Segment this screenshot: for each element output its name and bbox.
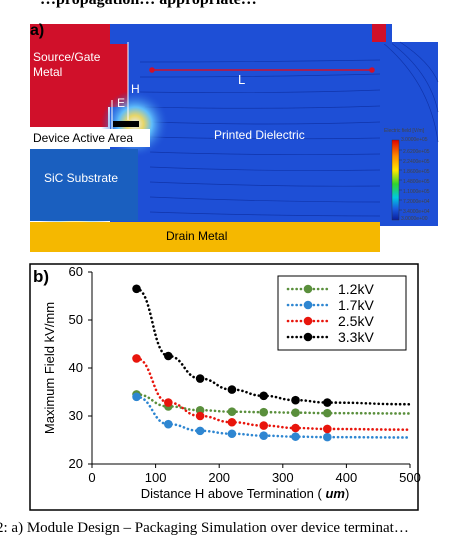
dim-h-arrow (111, 42, 129, 140)
field-lines (139, 59, 381, 217)
device-active-area-label: Device Active Area (33, 131, 134, 145)
legend-swatch-marker (303, 300, 313, 310)
colorbar (391, 139, 400, 221)
drain-metal-region (30, 222, 380, 252)
data-point (195, 374, 205, 383)
legend-box (277, 275, 407, 351)
colorbar-ticks (399, 149, 402, 211)
dim-l-label: L (238, 72, 246, 87)
data-point (291, 423, 300, 433)
data-point (227, 385, 237, 394)
legend-swatch-marker (303, 316, 313, 326)
data-point (323, 398, 332, 407)
x-tick-label: 500 (399, 470, 421, 485)
x-tick-label: 400 (336, 470, 358, 485)
data-point (259, 431, 269, 440)
colorbar-tick-labels: 2.6200e+05 2.2400e+05 1.8600e+05 1.4800e… (403, 147, 463, 217)
legend-label: 1.2kV (338, 281, 374, 297)
metal-top-right (372, 24, 386, 42)
data-point (323, 424, 332, 434)
data-point (259, 421, 269, 430)
legend-label: 1.7kV (338, 297, 374, 313)
source-gate-label: Source/Gate Metal (33, 50, 101, 79)
y-tick-label: 40 (69, 360, 83, 375)
x-tick-label: 0 (88, 470, 95, 485)
trend-line-series-3 (135, 357, 412, 431)
y-tick-label: 50 (69, 312, 83, 327)
colorbar-min: 3.0000e+00 (401, 216, 428, 222)
data-point (132, 354, 141, 363)
y-axis-label: Maximum Field kV/mm (42, 302, 57, 434)
colorbar-title: Electric field [V/m] (384, 128, 425, 134)
legend-label: 3.3kV (338, 329, 374, 345)
caption-fragment: 2: a) Module Design – Packaging Simulati… (0, 520, 409, 536)
data-point (323, 432, 332, 442)
device-junction (113, 121, 139, 127)
colorbar-tick-label: 1.8600e+05 (403, 169, 430, 175)
sic-substrate-label: SiC Substrate (44, 171, 119, 185)
panel-b-frame (29, 263, 419, 511)
colorbar-tick-label: 7.2000e+04 (403, 199, 430, 205)
dim-h-label: H (131, 82, 140, 96)
x-tick-label: 300 (272, 470, 294, 485)
data-point (164, 419, 173, 429)
data-point (259, 391, 269, 401)
dim-l-arrow (149, 67, 375, 73)
data-point (132, 284, 141, 294)
drain-metal-label: Drain Metal (166, 229, 228, 243)
data-point (132, 392, 141, 402)
colorbar-tick-label: 3.4000e+04 (403, 209, 430, 215)
x-tick-label: 100 (145, 470, 167, 485)
panel-b-label: b) (33, 267, 49, 286)
panel-a-label: a) (30, 22, 45, 39)
device-active-band (30, 129, 150, 147)
data-point (291, 432, 300, 441)
data-point (291, 408, 300, 417)
data-point (164, 351, 173, 361)
printed-dielectric-label: Printed Dielectric (214, 128, 305, 142)
legend-label: 2.5kV (338, 313, 374, 329)
data-point (164, 398, 173, 407)
data-point (291, 395, 300, 405)
data-point (259, 407, 269, 417)
legend-swatch-marker (303, 284, 313, 294)
colorbar-max: 3.0000e+05 (401, 137, 428, 143)
data-point (195, 411, 205, 421)
panel-a-simulation (30, 24, 439, 252)
data-point (195, 426, 205, 436)
data-point (323, 408, 332, 418)
colorbar-tick-label: 2.6200e+05 (403, 149, 430, 155)
dim-e-label: E (117, 96, 126, 110)
data-point (227, 417, 237, 427)
metal-top-strip (110, 24, 392, 44)
header-fragment: …propagation… appropriate… (40, 0, 474, 9)
colorbar-tick-label: 1.4800e+05 (403, 179, 430, 185)
x-tick-label: 200 (208, 470, 230, 485)
sic-substrate-region (30, 149, 138, 221)
y-tick-label: 30 (69, 408, 83, 423)
data-point (227, 429, 237, 439)
colorbar-tick-label: 2.2400e+05 (403, 159, 430, 165)
right-arc-lines (381, 41, 439, 143)
trend-line-series-1 (135, 393, 412, 415)
legend-swatch-marker (303, 332, 313, 342)
y-tick-label: 60 (69, 264, 83, 279)
source-gate-metal (30, 24, 128, 127)
colorbar-tick-label: 1.1000e+05 (403, 189, 430, 195)
x-axis-label: Distance H above Termination ( um) (141, 486, 350, 501)
panel-b-chart: b) 0 100 200 300 400 500 20 30 40 50 60 Distance H a… (29, 263, 421, 511)
data-point (227, 407, 237, 416)
trend-line-series-2 (135, 395, 412, 439)
y-tick-label: 20 (69, 456, 83, 471)
